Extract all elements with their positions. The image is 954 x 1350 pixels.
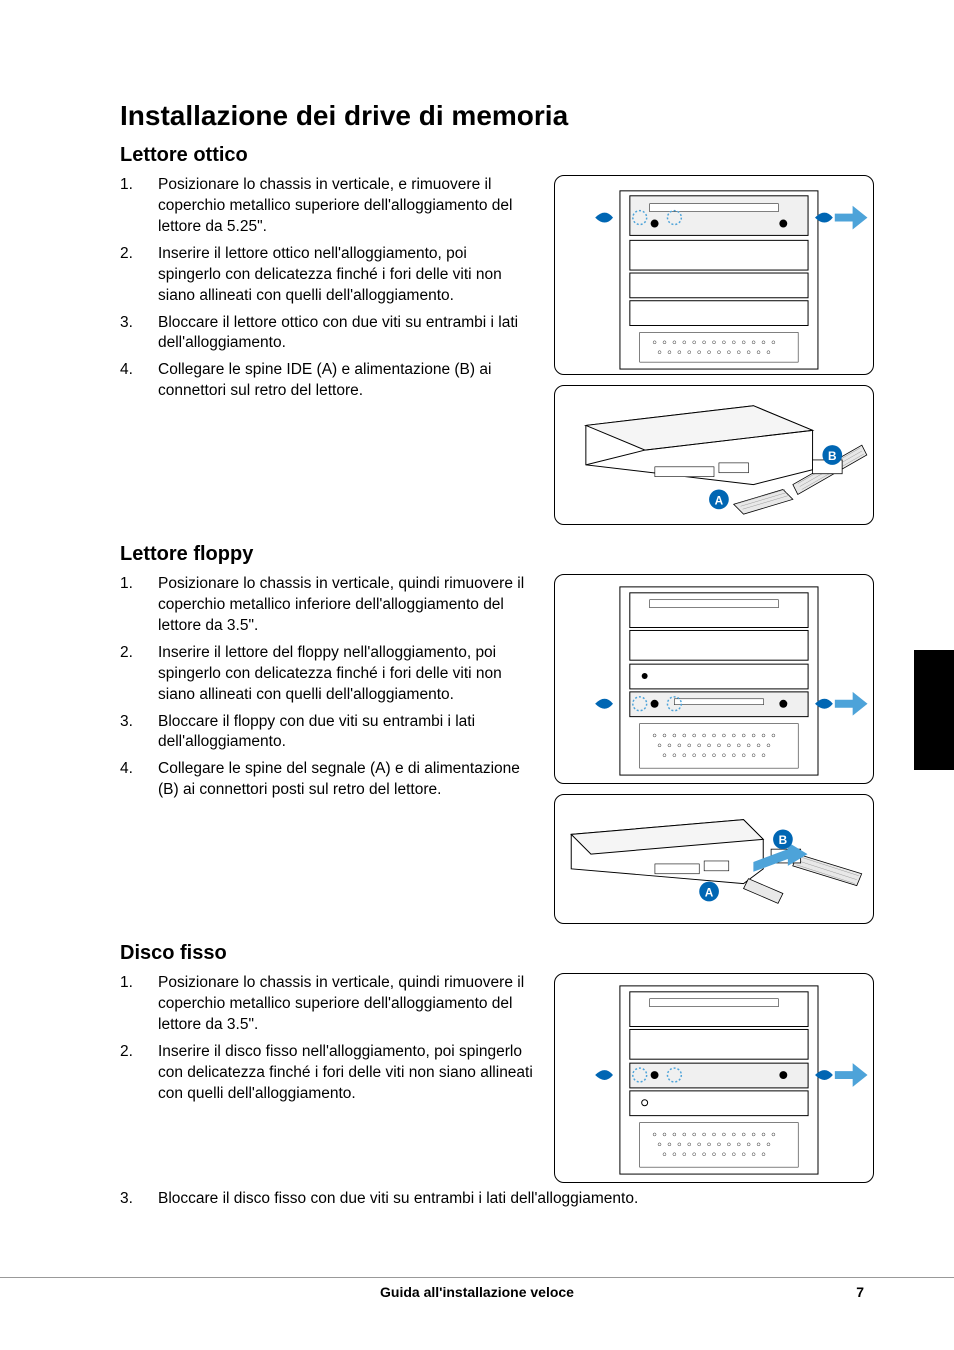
side-tab [914, 650, 954, 770]
diagram-floppy-chassis [554, 574, 874, 784]
list-item: Posizionare lo chassis in verticale, qui… [158, 574, 534, 637]
page-number: 7 [856, 1284, 864, 1300]
list-floppy: Posizionare lo chassis in verticale, qui… [120, 574, 534, 801]
diagram-optical-cables: A B [554, 385, 874, 525]
footer-title: Guida all'installazione veloce [0, 1277, 954, 1300]
section-optical: Lettore ottico Posizionare lo chassis in… [120, 144, 874, 525]
list-hdd: Posizionare lo chassis in verticale, qui… [120, 973, 534, 1105]
list-item: Bloccare il lettore ottico con due viti … [158, 313, 534, 355]
svg-text:A: A [715, 493, 724, 507]
diagram-hdd-chassis [554, 973, 874, 1183]
heading-optical: Lettore ottico [120, 144, 874, 167]
svg-text:B: B [828, 449, 837, 463]
list-item: Collegare le spine del segnale (A) e di … [158, 759, 534, 801]
list-item: Collegare le spine IDE (A) e alimentazio… [158, 360, 534, 402]
list-item: Inserire il lettore del floppy nell'allo… [158, 643, 534, 706]
diagram-floppy-cables: A B [554, 794, 874, 924]
diagram-optical-chassis [554, 175, 874, 375]
page-title: Installazione dei drive di memoria [120, 100, 874, 132]
list-hdd-item3: 3. Bloccare il disco fisso con due viti … [120, 1189, 874, 1210]
list-item: Posizionare lo chassis in verticale, e r… [158, 175, 534, 238]
list-item: Inserire il disco fisso nell'alloggiamen… [158, 1042, 534, 1105]
list-item: Bloccare il disco fisso con due viti su … [158, 1189, 638, 1210]
svg-text:A: A [705, 885, 714, 899]
section-floppy: Lettore floppy Posizionare lo chassis in… [120, 543, 874, 924]
section-hdd: Disco fisso Posizionare lo chassis in ve… [120, 942, 874, 1210]
list-optical: Posizionare lo chassis in verticale, e r… [120, 175, 534, 402]
svg-text:B: B [779, 833, 788, 847]
heading-floppy: Lettore floppy [120, 543, 874, 566]
list-item: Bloccare il floppy con due viti su entra… [158, 712, 534, 754]
heading-hdd: Disco fisso [120, 942, 874, 965]
list-item: Posizionare lo chassis in verticale, qui… [158, 973, 534, 1036]
list-item: Inserire il lettore ottico nell'alloggia… [158, 244, 534, 307]
